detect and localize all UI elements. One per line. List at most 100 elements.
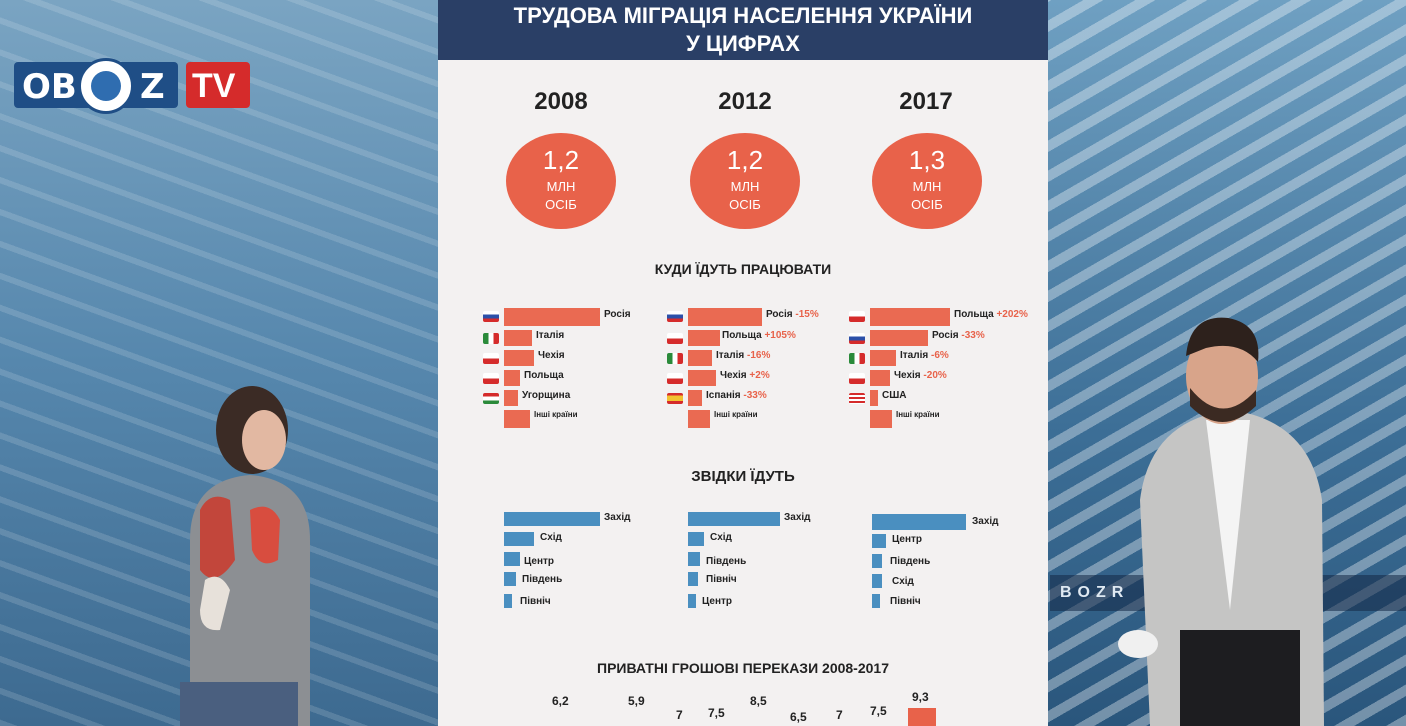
label-poland: Польща: [954, 309, 994, 320]
bar-italy: [688, 350, 712, 366]
presenter-woman: [180, 386, 310, 726]
usa-flag-icon: [849, 393, 865, 404]
unit-mln: МЛН: [912, 179, 942, 194]
remit-value: 5,9: [628, 694, 645, 708]
logo-text-ob: OB: [22, 67, 77, 107]
board-title-line1: ТРУДОВА МІГРАЦІЯ НАСЕЛЕННЯ УКРАЇНИ: [513, 3, 973, 28]
bar-poland: [870, 308, 950, 326]
bar-center: [688, 594, 696, 608]
destinations-2012-chart: Росія -15% Польща +105% Італія -16% Чехі…: [664, 306, 854, 430]
label-north: Північ: [706, 574, 737, 585]
pct-italy: -6%: [930, 350, 949, 361]
migrants-circle-2017: 1,3 МЛН ОСІБ: [872, 133, 982, 229]
bar-other: [504, 410, 530, 428]
migrants-circle-2012: 1,2 МЛН ОСІБ: [690, 133, 800, 229]
bar-italy: [504, 330, 532, 346]
czech-flag-icon: [667, 373, 683, 384]
label-hungary: Угорщина: [522, 390, 571, 401]
bar-east: [688, 532, 704, 546]
poland-flag-icon: [483, 373, 499, 384]
unit-persons: ОСІБ: [729, 197, 761, 212]
label-other: Інші країни: [534, 410, 578, 419]
label-south: Південь: [706, 556, 747, 567]
bar-south: [504, 572, 516, 586]
bar-russia: [870, 330, 928, 346]
year-2008: 2008: [534, 88, 588, 115]
bar-west: [688, 512, 780, 526]
unit-persons: ОСІБ: [545, 197, 577, 212]
year-2017: 2017: [899, 88, 953, 115]
russia-flag-icon: [667, 311, 683, 322]
bar-other: [688, 410, 710, 428]
studio-strip-text: BOZR: [1060, 584, 1130, 601]
bar-russia: [504, 308, 600, 326]
label-south: Південь: [522, 574, 563, 585]
bar-czech: [688, 370, 716, 386]
label-italy: Італія: [536, 330, 565, 341]
unit-mln: МЛН: [546, 179, 576, 194]
logo-text-tv: TV: [192, 67, 236, 105]
label-russia: Росія: [766, 309, 793, 320]
bar-italy: [870, 350, 896, 366]
label-west: Захід: [972, 516, 999, 527]
globe-icon: [78, 58, 134, 114]
hungary-flag-icon: [483, 393, 499, 404]
remit-value: 7: [676, 708, 683, 722]
label-russia: Росія: [932, 330, 959, 341]
russia-flag-icon: [849, 333, 865, 344]
pct-czech: -20%: [923, 370, 947, 381]
bar-russia: [688, 308, 762, 326]
label-italy: Італія: [716, 350, 745, 361]
label-usa: США: [882, 390, 907, 401]
bar-north: [504, 594, 512, 608]
bar-poland: [504, 370, 520, 386]
migrants-value: 1,2: [542, 145, 580, 175]
logo-text-z: Z: [140, 67, 165, 107]
label-center: Центр: [524, 556, 555, 567]
pct-poland: +202%: [996, 309, 1028, 320]
obozrevatel-tv-logo: OB Z TV: [14, 58, 250, 114]
label-south: Південь: [890, 556, 931, 567]
regions-2017-chart: Захід Центр Південь Схід Північ: [872, 510, 1042, 616]
label-west: Захід: [604, 512, 631, 523]
bar-south: [872, 554, 882, 568]
remit-value: 7,5: [708, 706, 725, 720]
remit-value: 9,3: [912, 690, 929, 704]
destinations-2008-chart: Росія Італія Чехія Польща Угорщина Інші …: [480, 306, 650, 430]
bar-czech: [504, 350, 534, 366]
czech-flag-icon: [849, 373, 865, 384]
czech-flag-icon: [483, 353, 499, 364]
label-italy: Італія: [900, 350, 929, 361]
remit-value: 7,5: [870, 704, 887, 718]
pct-poland: +105%: [764, 330, 796, 341]
board-title-bar: ТРУДОВА МІГРАЦІЯ НАСЕЛЕННЯ УКРАЇНИ У ЦИФ…: [438, 0, 1048, 60]
remit-value: 7: [836, 708, 843, 722]
logo-tv-block: TV: [186, 62, 250, 108]
migrants-circle-2008: 1,2 МЛН ОСІБ: [506, 133, 616, 229]
bar-south: [688, 552, 700, 566]
bar-hungary: [504, 390, 518, 406]
infographic-board: ТРУДОВА МІГРАЦІЯ НАСЕЛЕННЯ УКРАЇНИ У ЦИФ…: [438, 0, 1048, 726]
section-from-title: ЗВІДКИ ЇДУТЬ: [691, 468, 795, 485]
bar-spain: [688, 390, 702, 406]
regions-2008-chart: Захід Схід Центр Південь Північ: [504, 510, 674, 616]
label-east: Схід: [540, 532, 562, 543]
bar-czech: [870, 370, 890, 386]
bar-usa: [870, 390, 878, 406]
pct-spain: -33%: [743, 390, 767, 401]
pct-czech: +2%: [749, 370, 770, 381]
label-poland: Польща: [722, 330, 762, 341]
poland-flag-icon: [849, 311, 865, 322]
section-remittances-title: ПРИВАТНІ ГРОШОВІ ПЕРЕКАЗИ 2008-2017: [597, 660, 889, 676]
label-other: Інші країни: [896, 410, 940, 419]
bar-east: [872, 574, 882, 588]
italy-flag-icon: [849, 353, 865, 364]
russia-flag-icon: [483, 311, 499, 322]
label-czech: Чехія: [894, 370, 921, 381]
pct-russia: -15%: [795, 309, 819, 320]
label-other: Інші країни: [714, 410, 758, 419]
label-north: Північ: [520, 596, 551, 607]
bar-east: [504, 532, 534, 546]
regions-2012-chart: Захід Схід Південь Північ Центр: [688, 510, 858, 616]
bar-west: [504, 512, 600, 526]
